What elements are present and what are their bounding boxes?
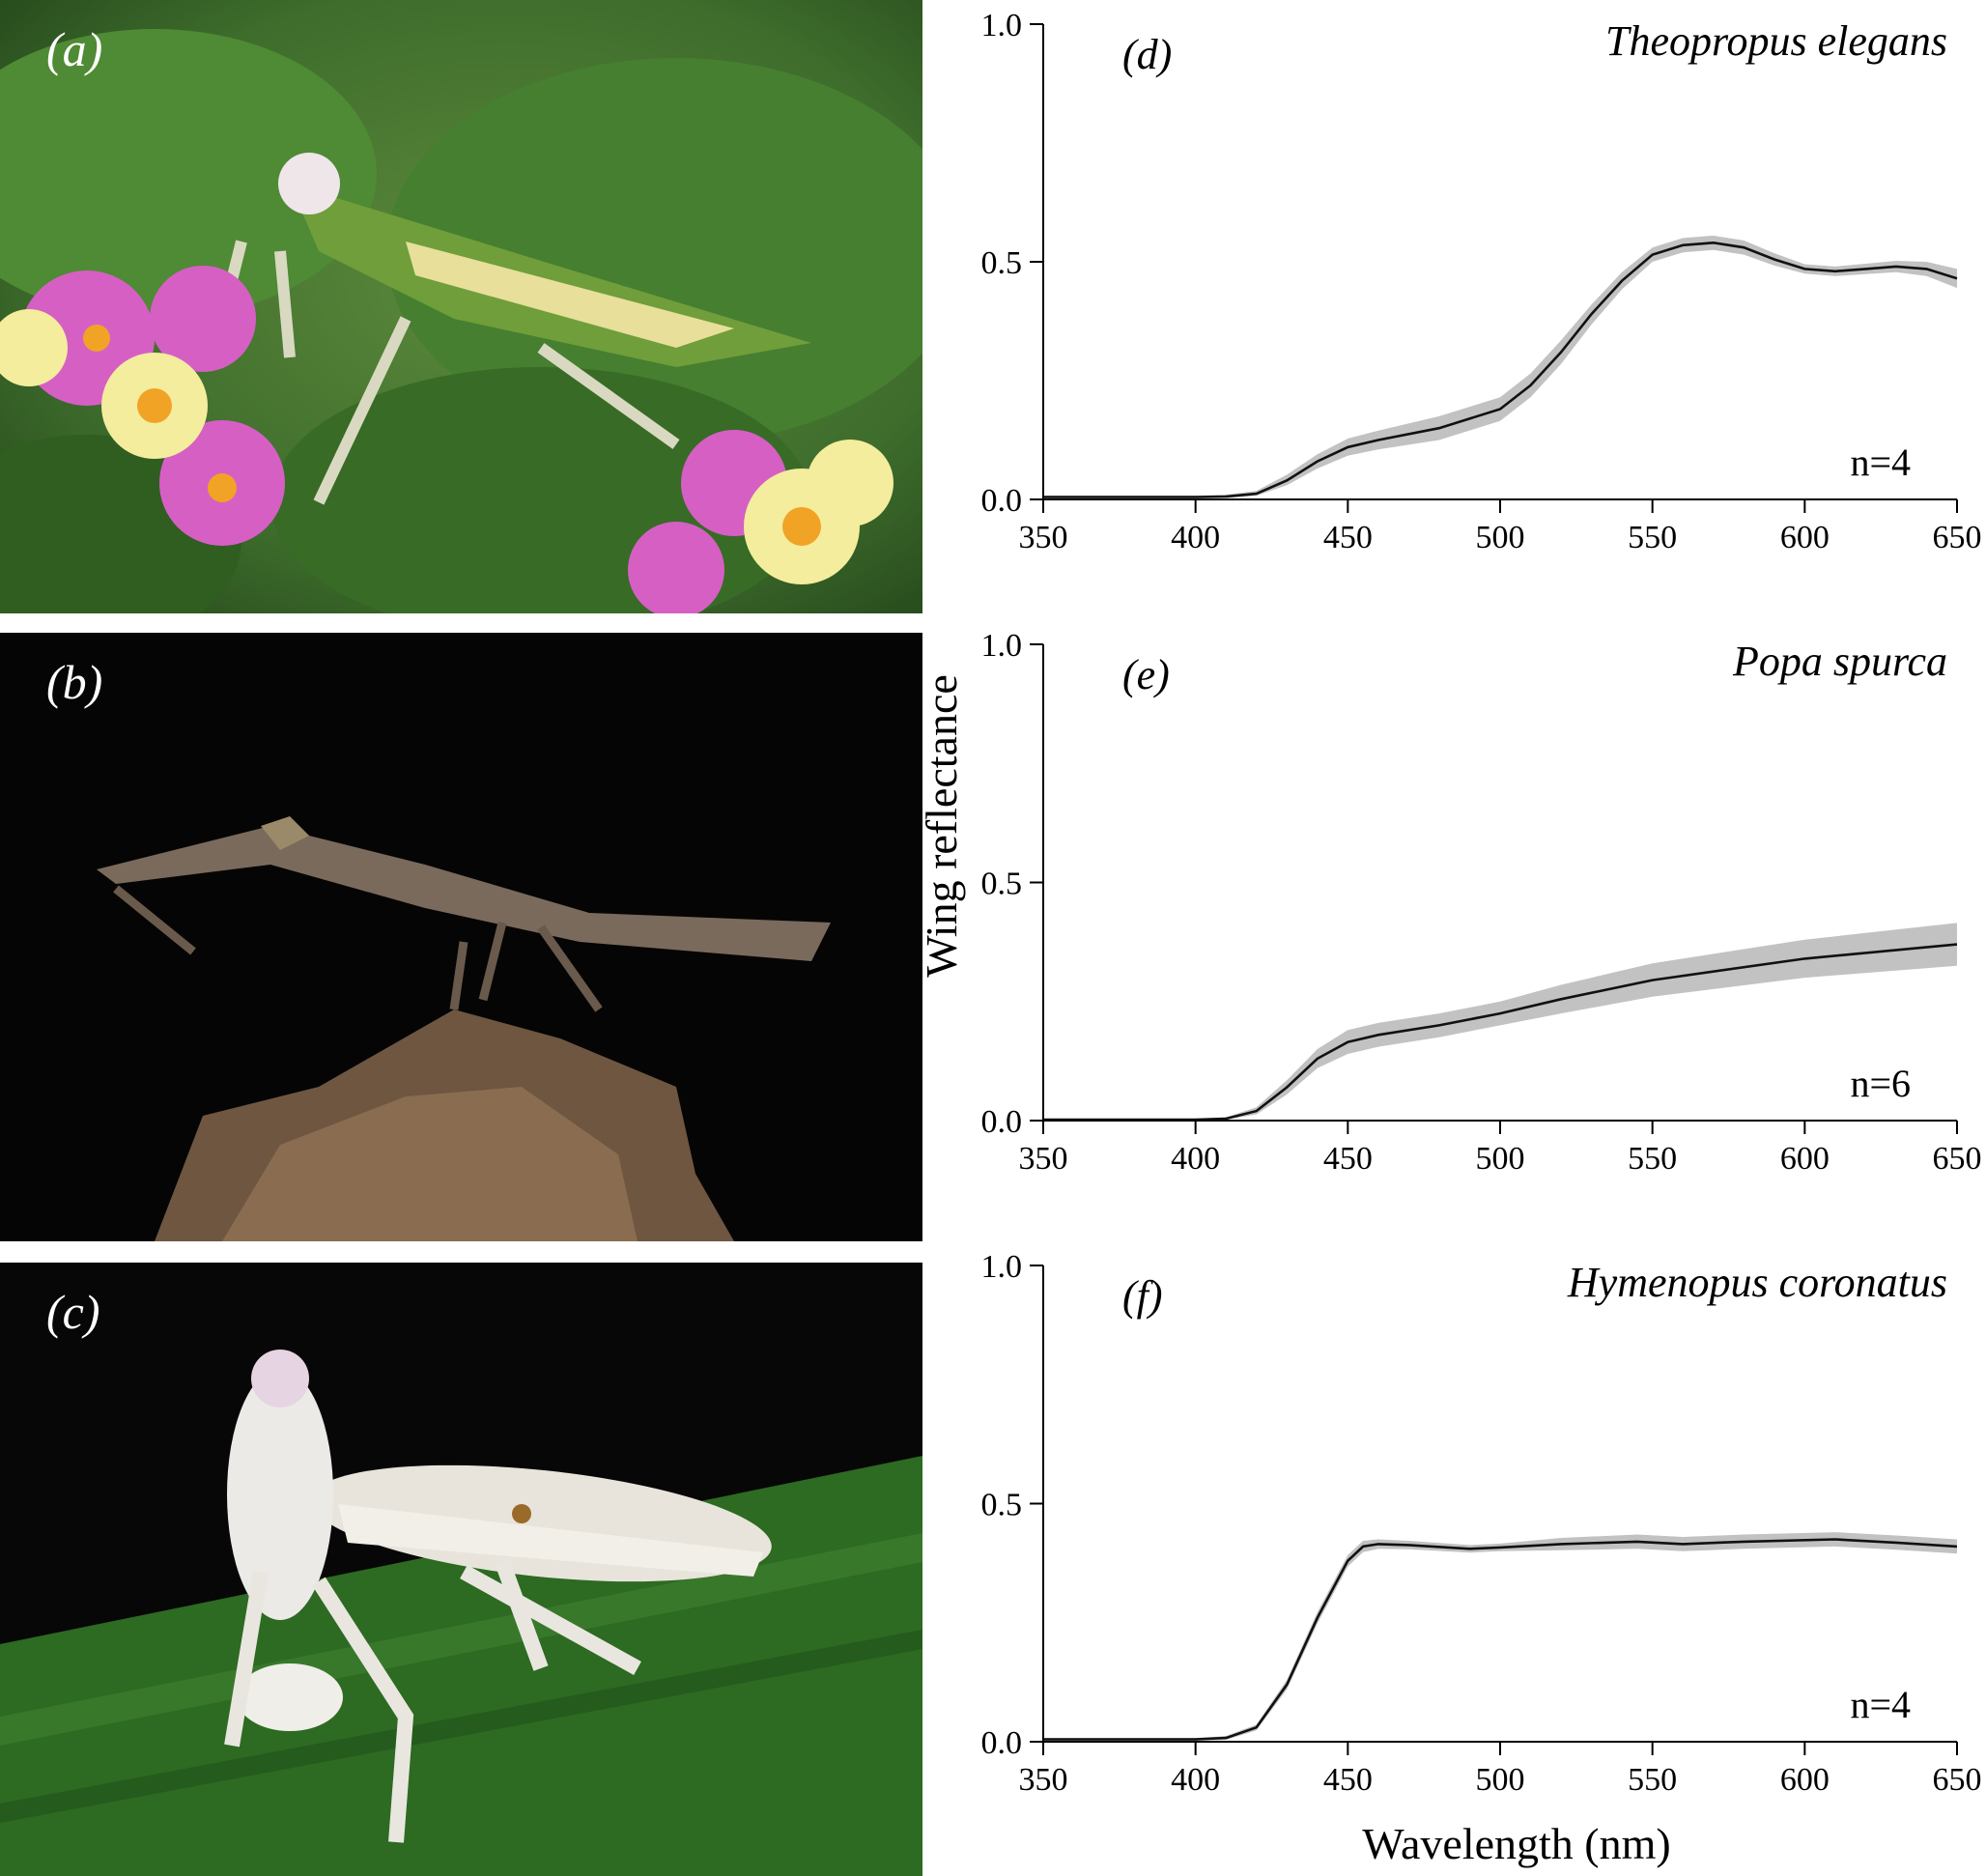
x-tick-label: 550 [1628, 520, 1677, 555]
error-band [1043, 923, 1957, 1121]
sample-size-label: n=4 [1850, 441, 1911, 484]
error-band [1043, 1532, 1957, 1741]
x-tick-label: 550 [1628, 1141, 1677, 1177]
reflectance-panel-2: 0.0 0.5 1.0 350 400 450 500 550 600 650 (f) Hymenop… [981, 1249, 1982, 1798]
reflectance-panel-0: 0.0 0.5 1.0 350 400 450 500 550 600 650 (d) Theopro… [981, 8, 1982, 555]
x-tick-label: 350 [1019, 1762, 1068, 1798]
x-tick-label: 400 [1171, 520, 1220, 555]
photo-a: (a) [0, 0, 922, 613]
x-tick-label: 650 [1933, 520, 1982, 555]
panel-label-b: (b) [46, 655, 103, 709]
mean-reflectance-line [1043, 943, 1958, 1122]
x-tick-label: 550 [1628, 1762, 1677, 1798]
y-tick-label: 0.0 [981, 1104, 1023, 1140]
x-tick-label: 400 [1171, 1141, 1220, 1177]
panel-label: (d) [1122, 31, 1172, 78]
x-tick-label: 500 [1476, 1141, 1525, 1177]
y-tick-label: 0.0 [981, 483, 1023, 519]
y-tick-label: 1.0 [981, 628, 1023, 664]
y-tick-label: 0.0 [981, 1725, 1023, 1761]
x-tick-label: 600 [1780, 1141, 1830, 1177]
panel-label: (f) [1122, 1272, 1163, 1320]
x-tick-label: 450 [1323, 1141, 1373, 1177]
x-tick-label: 600 [1780, 1762, 1830, 1798]
photo-b: (b) [0, 633, 922, 1241]
error-band [1043, 235, 1957, 498]
sample-size-label: n=6 [1850, 1062, 1911, 1105]
reflectance-panel-1: 0.0 0.5 1.0 350 400 450 500 550 600 650 (e) Popa sp… [981, 628, 1982, 1177]
panel-label-c: (c) [46, 1285, 100, 1339]
x-tick-label: 350 [1019, 520, 1068, 555]
x-tick-label: 600 [1780, 520, 1830, 555]
mean-reflectance-line [1043, 241, 1958, 498]
sample-size-label: n=4 [1850, 1683, 1911, 1726]
species-title: Popa spurca [1732, 638, 1947, 685]
species-title: Theopropus elegans [1605, 17, 1947, 65]
y-tick-label: 1.0 [981, 8, 1023, 43]
panel-label: (e) [1122, 651, 1170, 698]
mean-reflectance-line [1043, 1538, 1958, 1741]
x-axis-label: Wavelength (nm) [1362, 1819, 1670, 1868]
y-tick-label: 1.0 [981, 1249, 1023, 1285]
y-tick-label: 0.5 [981, 245, 1023, 281]
y-tick-label: 0.5 [981, 1488, 1023, 1523]
x-tick-label: 500 [1476, 1762, 1525, 1798]
x-tick-label: 450 [1323, 1762, 1373, 1798]
x-tick-label: 650 [1933, 1141, 1982, 1177]
panel-label-a: (a) [46, 22, 103, 76]
x-tick-label: 650 [1933, 1762, 1982, 1798]
x-tick-label: 450 [1323, 520, 1373, 555]
x-tick-label: 400 [1171, 1762, 1220, 1798]
x-tick-label: 500 [1476, 520, 1525, 555]
x-tick-label: 350 [1019, 1141, 1068, 1177]
y-axis-label: Wing reflectance [917, 674, 966, 978]
species-title: Hymenopus coronatus [1567, 1259, 1947, 1306]
y-tick-label: 0.5 [981, 867, 1023, 902]
photo-c: (c) [0, 1263, 922, 1876]
